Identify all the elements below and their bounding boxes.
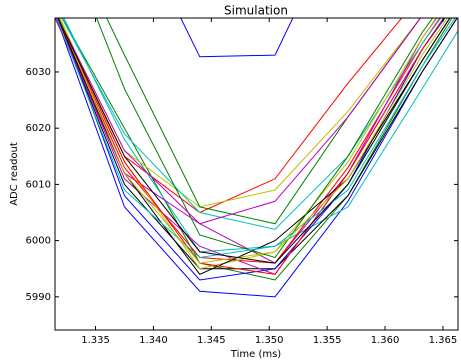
chart-title: Simulation (224, 4, 288, 18)
series-line (59, 18, 437, 270)
y-axis-label: ADC readout (9, 142, 20, 206)
x-tick-label: 1.355 (313, 335, 342, 346)
y-tick-label: 6000 (26, 236, 51, 247)
y-tick-label: 5990 (26, 292, 51, 303)
y-tick-label: 6030 (26, 67, 51, 78)
plot-area (55, 18, 458, 298)
x-tick-label: 1.340 (139, 335, 168, 346)
series-line (96, 18, 434, 259)
y-tick-label: 6020 (26, 123, 51, 134)
series-line (56, 18, 458, 270)
series-line (57, 18, 445, 275)
x-tick-label: 1.365 (429, 335, 458, 346)
series-line (56, 18, 456, 259)
series-line (61, 18, 453, 281)
series-line (61, 18, 442, 230)
series-line (57, 18, 451, 264)
x-tick-label: 1.335 (81, 335, 110, 346)
series-line (63, 18, 458, 253)
series-line (180, 18, 294, 58)
series-line (58, 18, 449, 264)
x-axis-label: Time (ms) (230, 349, 282, 360)
axes-frame (54, 17, 459, 331)
x-tick-label: 1.360 (371, 335, 400, 346)
series-line (106, 18, 422, 225)
series-line (58, 18, 446, 281)
x-tick-label: 1.345 (197, 335, 226, 346)
x-tick-label: 1.350 (255, 335, 284, 346)
series-line (57, 18, 422, 225)
y-tick-label: 6010 (26, 179, 51, 190)
